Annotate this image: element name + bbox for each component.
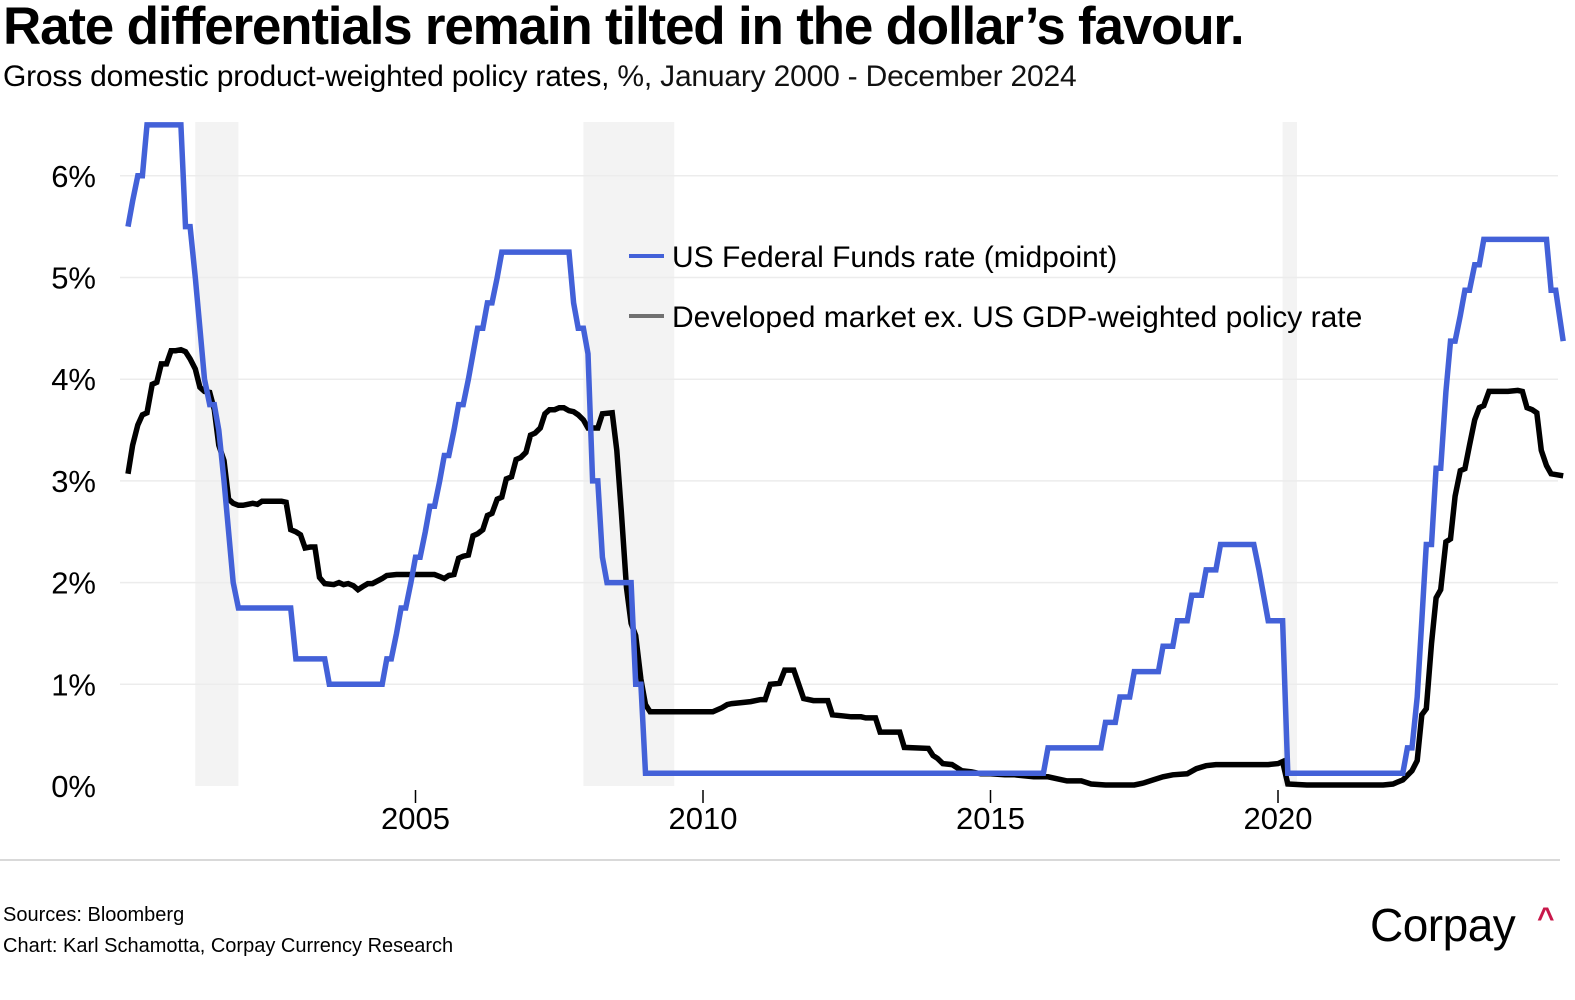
legend: US Federal Funds rate (midpoint) Develop… <box>629 241 1362 334</box>
x-tick-label: 2010 <box>669 801 738 836</box>
subtitle-main: Gross domestic product-weighted policy r… <box>3 60 610 93</box>
y-axis: 0% 1% 2% 3% 4% 5% 6% <box>51 159 96 804</box>
source-note: Sources: Bloomberg <box>3 904 185 926</box>
y-tick-label: 3% <box>51 464 96 499</box>
x-axis: 2005 2010 2015 2020 <box>381 790 1312 836</box>
series-lines <box>125 122 1566 788</box>
footer-divider <box>0 859 1560 861</box>
legend-label-us-fed-funds: US Federal Funds rate (midpoint) <box>672 241 1117 274</box>
recession-band <box>583 122 675 786</box>
y-tick-label: 6% <box>51 159 96 194</box>
y-tick-label: 5% <box>51 261 96 296</box>
legend-label-dm-ex-us: Developed market ex. US GDP-weighted pol… <box>672 301 1362 334</box>
series-line-dm-ex-us <box>125 346 1564 788</box>
subtitle-rest: %, January 2000 - December 2024 <box>609 60 1077 93</box>
corpay-logo: Corpay <box>1370 899 1516 951</box>
y-tick-label: 2% <box>51 566 96 601</box>
gridlines <box>120 175 1558 686</box>
y-tick-label: 0% <box>51 769 96 804</box>
x-tick-label: 2020 <box>1244 801 1313 836</box>
series-line-us-fed-funds <box>125 122 1566 777</box>
chart-subtitle: Gross domestic product-weighted policy r… <box>3 60 1077 94</box>
recession-bands <box>195 122 1297 786</box>
line-chart: 0% 1% 2% 3% 4% 5% 6% 2005 2010 2015 2020 US Feder… <box>51 122 1566 836</box>
corpay-logo-mark-icon: ^ <box>1537 902 1555 935</box>
chart-credit: Chart: Karl Schamotta, Corpay Currency R… <box>3 935 454 957</box>
chart-title: Rate differentials remain tilted in the … <box>3 0 1245 56</box>
recession-band <box>195 122 239 786</box>
recession-band <box>1282 122 1297 786</box>
y-tick-label: 4% <box>51 362 96 397</box>
x-tick-label: 2005 <box>381 801 450 836</box>
y-tick-label: 1% <box>51 667 96 702</box>
x-tick-label: 2015 <box>956 801 1025 836</box>
